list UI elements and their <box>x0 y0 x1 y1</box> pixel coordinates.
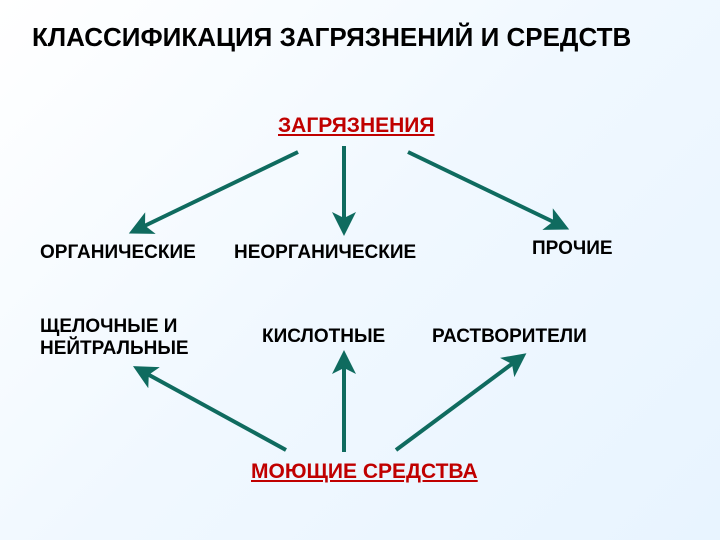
arrow-bottom-0 <box>140 370 286 450</box>
leaf-bottom-1: КИСЛОТНЫЕ <box>262 326 385 348</box>
leaf-bottom-0: ЩЕЛОЧНЫЕ И НЕЙТРАЛЬНЫЕ <box>40 316 189 360</box>
arrow-bottom-2 <box>396 358 520 450</box>
leaf-top-0: ОРГАНИЧЕСКИЕ <box>40 242 196 264</box>
arrow-top-2 <box>408 152 562 226</box>
leaf-top-2: ПРОЧИЕ <box>532 238 613 260</box>
arrow-top-0 <box>136 152 298 230</box>
leaf-top-1: НЕОРГАНИЧЕСКИЕ <box>234 242 416 264</box>
page-title: КЛАССИФИКАЦИЯ ЗАГРЯЗНЕНИЙ И СРЕДСТВ <box>32 22 631 53</box>
root-top-label: ЗАГРЯЗНЕНИЯ <box>278 114 435 138</box>
arrow-layer <box>0 0 720 540</box>
leaf-bottom-2: РАСТВОРИТЕЛИ <box>432 326 587 348</box>
root-bottom-label: МОЮЩИЕ СРЕДСТВА <box>251 460 478 484</box>
